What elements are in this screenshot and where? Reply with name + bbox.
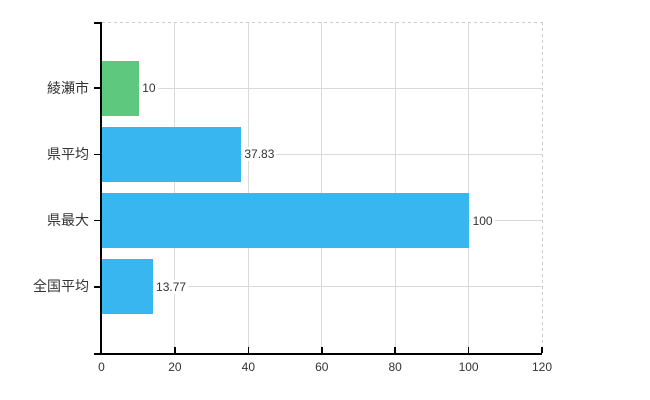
bar[interactable]: [102, 126, 241, 182]
plot-border-right: [541, 22, 543, 353]
x-tick-label: 120: [531, 360, 553, 374]
category-label: 県平均: [47, 145, 89, 162]
gridline-horizontal: [101, 153, 542, 155]
x-tick-label: 100: [458, 360, 479, 374]
gridline-vertical: [247, 22, 249, 353]
x-axis-tick: [467, 347, 470, 353]
category-label: 綾瀬市: [47, 79, 89, 96]
x-tick-label: 0: [98, 360, 105, 374]
y-axis-line: [100, 22, 102, 355]
x-tick-label: 20: [168, 360, 182, 374]
x-axis-tick: [174, 347, 176, 353]
bar-value-label: 13.77: [154, 279, 189, 294]
x-tick-label: 80: [388, 360, 402, 374]
bar-value-label: 10: [140, 81, 158, 96]
category-tick: [93, 153, 102, 156]
x-tick-label: 40: [241, 360, 255, 374]
gridline-vertical: [174, 22, 176, 353]
bar-value-label: 100: [470, 213, 495, 228]
plot-border-top: [101, 22, 542, 23]
x-tick-label: 60: [315, 360, 329, 374]
category-tick: [93, 286, 102, 288]
category-tick: [93, 87, 102, 89]
gridline-horizontal: [101, 87, 542, 89]
gridline-vertical: [321, 22, 323, 353]
x-axis-tick: [100, 347, 103, 353]
category-label: 県最大: [47, 212, 89, 229]
category-tick: [93, 219, 102, 222]
gridline-horizontal: [101, 286, 542, 288]
gridline-vertical: [394, 22, 396, 353]
bar[interactable]: [102, 60, 139, 116]
category-label: 全国平均: [33, 278, 89, 295]
bar[interactable]: [102, 259, 153, 315]
x-axis-tick: [541, 347, 543, 353]
bar[interactable]: [102, 193, 470, 249]
gridline-vertical: [468, 22, 470, 353]
x-axis-tick: [394, 347, 396, 353]
y-axis-top-cap: [93, 22, 102, 24]
x-axis-line: [93, 353, 542, 355]
x-axis-tick: [321, 347, 323, 353]
bar-value-label: 37.83: [242, 147, 277, 162]
x-axis-tick: [247, 347, 250, 353]
